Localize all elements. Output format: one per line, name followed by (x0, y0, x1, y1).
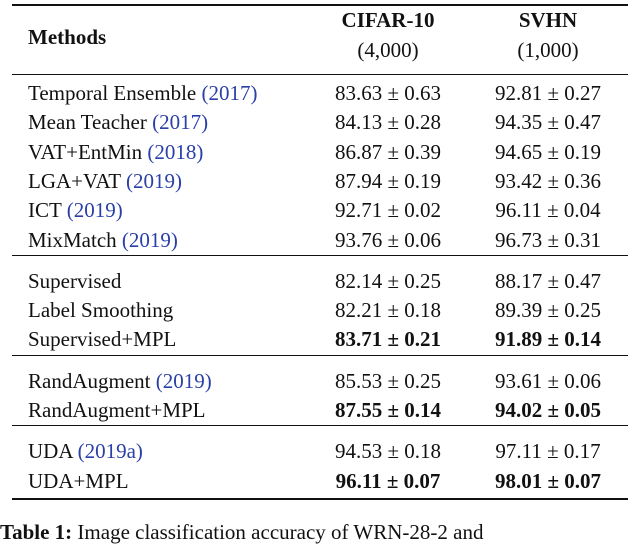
value-cell: 96.11 ± 0.07 (335, 468, 441, 493)
method-cell: Temporal Ensemble (2017) (28, 81, 257, 105)
value-cell: 96.11 ± 0.04 (495, 198, 601, 223)
value-cell: 83.71 ± 0.21 (334, 327, 442, 352)
value-cell: 94.35 ± 0.47 (494, 110, 602, 135)
value-cell: 93.61 ± 0.06 (494, 368, 602, 393)
rule (12, 4, 628, 6)
value-cell: 91.89 ± 0.14 (494, 327, 602, 352)
method-cell: RandAugment+MPL (28, 398, 206, 422)
method-cell: LGA+VAT (2019) (28, 169, 182, 193)
citation[interactable]: (2018) (147, 139, 204, 164)
rule (12, 254, 628, 256)
method-cell: Label Smoothing (28, 298, 173, 322)
column-sub: (4,000) (357, 38, 419, 62)
value-cell: 93.42 ± 0.36 (494, 168, 602, 193)
caption-label: Table 1: (0, 519, 73, 544)
value-cell: 88.17 ± 0.47 (494, 268, 602, 293)
citation[interactable]: (2019) (155, 368, 212, 393)
method-cell: UDA (2019a) (28, 439, 143, 463)
method-cell: ICT (2019) (28, 198, 123, 222)
value-cell: 86.87 ± 0.39 (334, 139, 442, 164)
value-cell: 89.39 ± 0.25 (494, 298, 602, 323)
method-cell: RandAugment (2019) (28, 369, 212, 393)
value-cell: 82.21 ± 0.18 (334, 298, 442, 323)
method-name: UDA+MPL (28, 468, 129, 493)
column-name: CIFAR-10 (341, 8, 435, 32)
method-name: Supervised (28, 268, 122, 293)
value-cell: 83.63 ± 0.63 (334, 81, 442, 105)
value-cell: 97.11 ± 0.17 (495, 439, 601, 464)
value-cell: 85.53 ± 0.25 (334, 368, 442, 393)
method-name: ICT (28, 198, 62, 223)
method-cell: Supervised+MPL (28, 327, 176, 351)
method-name: Mean Teacher (28, 110, 147, 135)
method-name: UDA (28, 439, 73, 464)
column-sub: (1,000) (517, 38, 579, 62)
method-name: LGA+VAT (28, 168, 121, 193)
method-name: MixMatch (28, 227, 117, 252)
citation[interactable]: (2019) (121, 227, 178, 252)
value-cell: 82.14 ± 0.25 (334, 268, 442, 293)
method-name: RandAugment (28, 368, 151, 393)
method-cell: UDA+MPL (28, 469, 129, 493)
value-cell: 94.65 ± 0.19 (494, 139, 602, 164)
value-cell: 92.71 ± 0.02 (334, 198, 442, 223)
value-cell: 87.55 ± 0.14 (334, 398, 442, 422)
value-cell: 93.76 ± 0.06 (334, 227, 442, 252)
value-cell: 92.81 ± 0.27 (494, 81, 602, 105)
rule (12, 74, 628, 75)
method-cell: Mean Teacher (2017) (28, 110, 208, 134)
caption: Table 1: Image classification accuracy o… (0, 520, 483, 544)
method-cell: VAT+EntMin (2018) (28, 140, 203, 164)
method-name: Label Smoothing (28, 298, 174, 323)
rule (12, 497, 628, 500)
caption-text: Image classification accuracy of WRN-28-… (77, 519, 484, 544)
method-cell: MixMatch (2019) (28, 228, 178, 252)
column-name: SVHN (518, 8, 578, 32)
citation[interactable]: (2017) (201, 81, 258, 105)
method-name: VAT+EntMin (28, 139, 143, 164)
citation[interactable]: (2019) (66, 198, 123, 223)
citation[interactable]: (2019a) (77, 439, 143, 464)
value-cell: 98.01 ± 0.07 (494, 468, 602, 493)
value-cell: 84.13 ± 0.28 (334, 110, 442, 135)
value-cell: 94.02 ± 0.05 (494, 398, 602, 422)
header-methods: Methods (28, 25, 107, 49)
citation[interactable]: (2019) (126, 168, 182, 193)
value-cell: 96.73 ± 0.31 (494, 227, 602, 252)
value-cell: 87.94 ± 0.19 (334, 168, 442, 193)
method-name: Supervised+MPL (28, 327, 177, 352)
rule (12, 425, 628, 427)
method-name: Temporal Ensemble (28, 81, 197, 105)
method-name: RandAugment+MPL (28, 398, 206, 422)
method-cell: Supervised (28, 269, 121, 293)
value-cell: 94.53 ± 0.18 (334, 439, 442, 464)
citation[interactable]: (2017) (152, 110, 209, 135)
rule (12, 354, 628, 356)
